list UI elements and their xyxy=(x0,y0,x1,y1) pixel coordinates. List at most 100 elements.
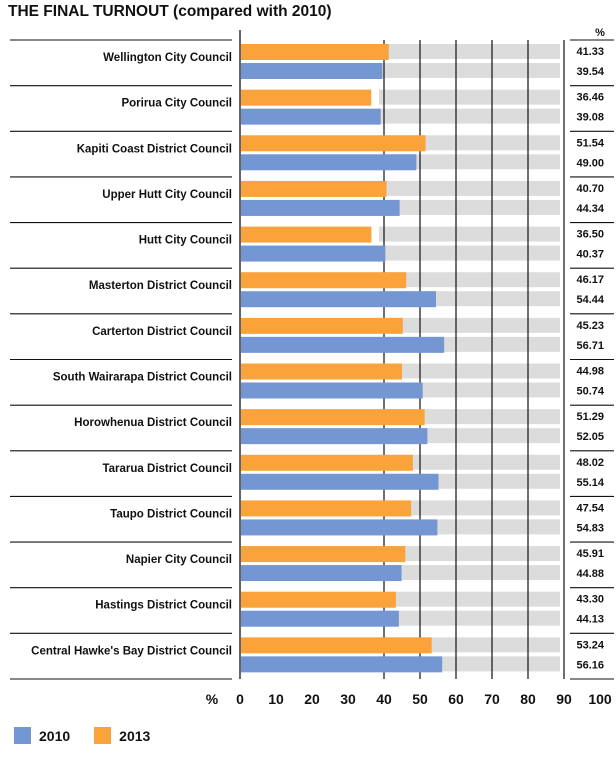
x-tick-label: 40 xyxy=(376,691,392,707)
category-label: Porirua City Council xyxy=(121,98,232,110)
band-2013 xyxy=(379,363,560,379)
band-2013 xyxy=(379,591,560,607)
bar-2013 xyxy=(241,89,372,106)
x-tick-label: 70 xyxy=(484,691,500,707)
band-2013 xyxy=(379,454,560,470)
category-label: Upper Hutt City Council xyxy=(102,189,232,201)
bar-2010 xyxy=(241,245,386,262)
bar-2010 xyxy=(241,382,423,399)
value-label-2013: 43.30 xyxy=(576,594,604,606)
x-tick-label: 90 xyxy=(556,691,572,707)
category-label: Hutt City Council xyxy=(139,235,232,247)
value-label-2010: 44.13 xyxy=(576,614,604,626)
category-label: Hastings District Council xyxy=(95,600,232,612)
bar-2010 xyxy=(241,291,436,308)
bar-2010 xyxy=(241,519,438,536)
bar-2010 xyxy=(241,473,439,490)
value-label-2013: 46.17 xyxy=(576,274,604,286)
bar-2010 xyxy=(241,63,383,79)
bar-2010 xyxy=(241,610,399,627)
value-label-2013: 48.02 xyxy=(576,457,604,469)
value-label-2013: 53.24 xyxy=(576,639,604,651)
chart-title: THE FINAL TURNOUT (compared with 2010) xyxy=(8,3,332,20)
band-2013 xyxy=(379,89,560,105)
value-label-2010: 49.00 xyxy=(576,157,604,169)
band-2013 xyxy=(379,180,560,196)
category-label: South Wairarapa District Council xyxy=(53,372,232,384)
bar-2010 xyxy=(241,154,417,171)
value-label-2010: 40.37 xyxy=(576,249,604,261)
legend-label-2010: 2010 xyxy=(39,727,71,744)
value-column-header: % xyxy=(595,27,605,39)
band-2010 xyxy=(379,382,560,398)
legend-swatch-2013 xyxy=(94,727,112,744)
bar-2010 xyxy=(241,336,445,353)
value-label-2010: 54.44 xyxy=(576,294,604,306)
category-label: Horowhenua District Council xyxy=(74,417,232,429)
bar-2010 xyxy=(241,428,428,445)
bar-2013 xyxy=(241,180,387,197)
x-tick-label: 60 xyxy=(448,691,464,707)
value-labels: 41.33 39.54 36.46 39.08 51.54 49.00 40.70 44.34… xyxy=(576,27,605,671)
band-2010 xyxy=(379,610,560,626)
value-label-2010: 54.83 xyxy=(576,522,604,534)
bar-2010 xyxy=(241,656,443,673)
bar-2013 xyxy=(241,317,403,334)
bar-2013 xyxy=(241,363,402,380)
value-label-2010: 39.54 xyxy=(576,66,604,78)
legend-item-2013: 2013 xyxy=(94,727,150,744)
value-label-2010: 56.16 xyxy=(576,659,604,671)
value-label-2010: 52.05 xyxy=(576,431,604,443)
band-2013 xyxy=(379,226,560,242)
legend-item-2010: 2010 xyxy=(14,727,70,744)
bar-2013 xyxy=(241,272,407,289)
bar-2010 xyxy=(241,108,381,125)
value-label-2013: 36.50 xyxy=(576,229,604,241)
value-label-2013: 47.54 xyxy=(576,502,604,514)
category-label: Napier City Council xyxy=(126,554,232,566)
x-tick-label: 80 xyxy=(520,691,536,707)
bar-2013 xyxy=(241,637,432,654)
bar-2013 xyxy=(241,44,389,60)
category-label: Masterton District Council xyxy=(89,280,232,292)
x-axis-label: % xyxy=(206,691,219,707)
category-label: Kapiti Coast District Council xyxy=(77,143,232,155)
bar-2013 xyxy=(241,500,412,517)
category-label: Taupo District Council xyxy=(110,508,232,520)
value-label-2013: 45.23 xyxy=(576,320,604,332)
value-label-2010: 39.08 xyxy=(576,112,604,124)
bar-2013 xyxy=(241,409,425,426)
band-2013 xyxy=(379,500,560,516)
bar-2013 xyxy=(241,546,406,563)
bar-2013 xyxy=(241,591,396,608)
bar-2013 xyxy=(241,226,372,243)
bar-2010 xyxy=(241,199,400,216)
value-label-2013: 45.91 xyxy=(576,548,604,560)
x-tick-label: 10 xyxy=(268,691,284,707)
band-2013 xyxy=(379,272,560,288)
value-label-2010: 50.74 xyxy=(576,386,604,398)
x-tick-label: 30 xyxy=(340,691,356,707)
legend: 2010 2013 xyxy=(14,727,164,744)
value-label-2013: 51.54 xyxy=(576,137,604,149)
x-tick-label: 100 xyxy=(588,691,612,707)
bars xyxy=(241,44,445,673)
category-label: Tararua District Council xyxy=(102,463,232,475)
value-label-2010: 55.14 xyxy=(576,477,604,489)
legend-label-2013: 2013 xyxy=(119,727,151,744)
legend-swatch-2010 xyxy=(14,727,31,744)
category-label: Wellington City Council xyxy=(103,52,232,64)
category-label: Carterton District Council xyxy=(92,326,232,338)
value-label-2013: 36.46 xyxy=(576,92,604,104)
bar-2013 xyxy=(241,135,426,152)
category-labels: Wellington City Council Porirua City Coun… xyxy=(31,52,232,657)
value-label-2010: 44.34 xyxy=(576,203,604,215)
bar-2010 xyxy=(241,565,402,582)
band-2010 xyxy=(379,108,560,124)
x-tick-label: 50 xyxy=(412,691,428,707)
category-label: Central Hawke's Bay District Council xyxy=(31,645,232,657)
value-label-2010: 56.71 xyxy=(576,340,604,352)
value-label-2010: 44.88 xyxy=(576,568,604,580)
band-2010 xyxy=(379,63,560,78)
band-2013 xyxy=(379,317,560,333)
